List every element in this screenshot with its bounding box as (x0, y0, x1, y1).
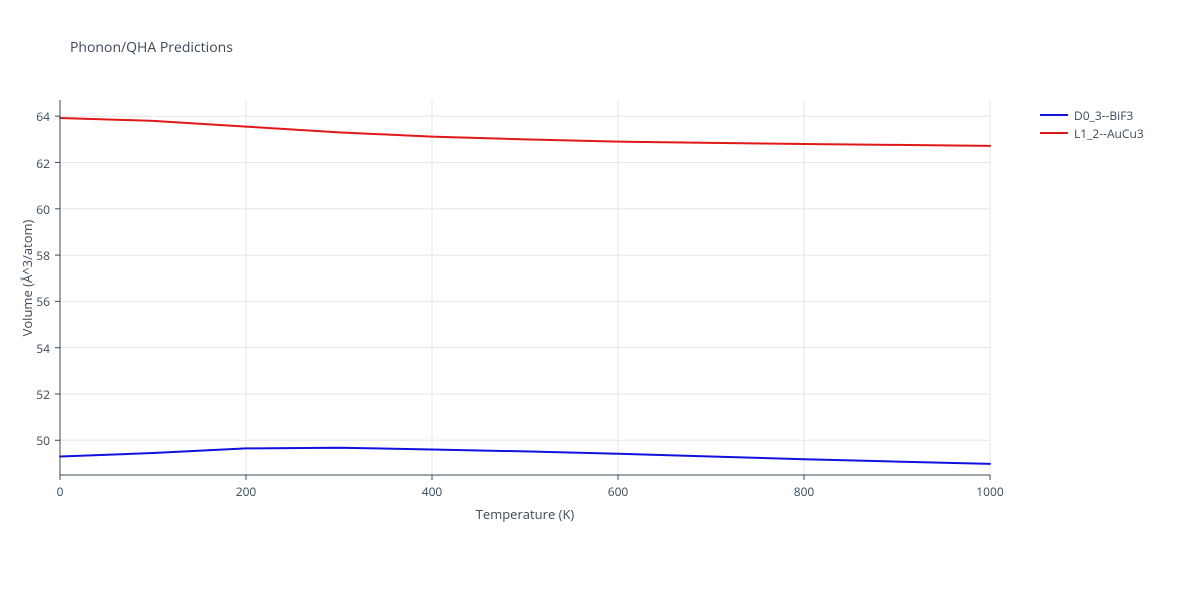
line-chart (0, 0, 1200, 600)
y-tick-label: 60 (36, 201, 50, 218)
x-axis-title: Temperature (K) (455, 505, 595, 523)
x-tick-label: 400 (412, 483, 452, 500)
y-tick-label: 62 (36, 155, 50, 172)
y-tick-label: 54 (36, 340, 50, 357)
y-tick-label: 56 (36, 293, 50, 310)
x-tick-label: 1000 (970, 483, 1010, 500)
x-tick-label: 800 (784, 483, 824, 500)
legend-swatch-icon (1040, 132, 1068, 134)
legend-item[interactable]: D0_3--BiF3 (1040, 106, 1144, 124)
x-tick-label: 200 (226, 483, 266, 500)
legend-item[interactable]: L1_2--AuCu3 (1040, 124, 1144, 142)
legend-label: L1_2--AuCu3 (1074, 125, 1144, 142)
y-axis-title: Volume (Å^3/atom) (18, 198, 36, 358)
legend-label: D0_3--BiF3 (1074, 107, 1133, 124)
y-tick-label: 52 (36, 386, 50, 403)
chart-container: Phonon/QHA Predictions Temperature (K) V… (0, 0, 1200, 600)
series-line (60, 118, 990, 146)
x-tick-label: 0 (40, 483, 80, 500)
legend-swatch-icon (1040, 114, 1068, 116)
y-tick-label: 64 (36, 108, 50, 125)
y-tick-label: 50 (36, 432, 50, 449)
chart-legend[interactable]: D0_3--BiF3 L1_2--AuCu3 (1040, 106, 1144, 142)
y-tick-label: 58 (36, 247, 50, 264)
chart-title: Phonon/QHA Predictions (70, 38, 233, 57)
series-line (60, 448, 990, 464)
x-tick-label: 600 (598, 483, 638, 500)
